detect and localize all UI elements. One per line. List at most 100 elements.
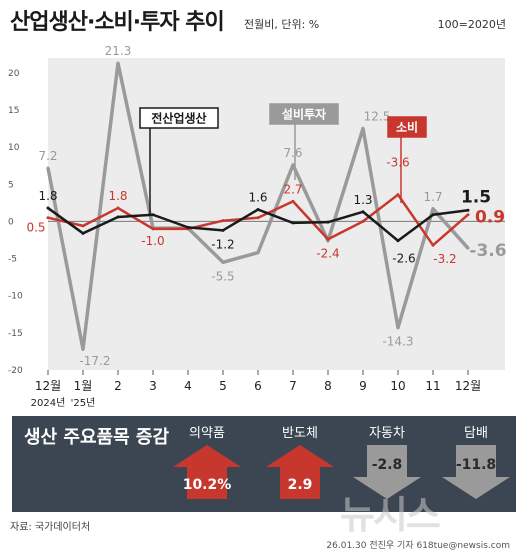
x-tick-label: 1월 (74, 379, 93, 393)
legend-box (139, 107, 219, 129)
data-point (46, 166, 50, 170)
y-tick-label: 20 (8, 69, 20, 79)
x-tick-label: 10 (390, 379, 405, 393)
data-point (46, 206, 50, 210)
y-tick-label: 15 (8, 106, 19, 116)
data-label: -14.3 (382, 335, 413, 349)
arrow-up-icon: 2.9 (266, 445, 334, 499)
data-label: 0.5 (26, 221, 45, 235)
data-point (151, 227, 155, 231)
arrow-shape (353, 445, 421, 499)
item-value: 10.2% (183, 477, 232, 493)
data-label: -1.2 (211, 237, 234, 251)
data-label: 0.9 (475, 208, 505, 228)
arrow-down-icon: -2.8 (353, 445, 421, 499)
data-label: 7.6 (283, 146, 302, 160)
data-label: 21.3 (105, 44, 132, 58)
panel-item: 의약품 10.2% (167, 422, 247, 507)
data-label: 1.7 (423, 190, 442, 204)
data-label: 12.5 (364, 110, 391, 124)
data-label: -2.4 (316, 246, 339, 260)
x-sublabel: 2024년 (31, 397, 66, 409)
credit-note: 26.01.30 전진우 기자 618tue@newsis.com (326, 541, 510, 551)
data-label: 1.8 (108, 189, 127, 203)
data-point (291, 221, 295, 225)
y-tick-label: 5 (8, 180, 14, 190)
data-point (431, 213, 435, 217)
legend-label: 소비 (396, 120, 418, 135)
source-note: 자료: 국가데이터처 (10, 522, 91, 533)
data-label: -2.6 (392, 252, 415, 266)
data-point (326, 237, 330, 241)
legend-label: 설비투자 (282, 107, 326, 122)
item-name: 반도체 (282, 426, 318, 441)
x-tick-label: 7 (289, 379, 297, 393)
data-point (81, 224, 85, 228)
data-point (291, 199, 295, 203)
y-tick-label: -5 (8, 255, 17, 265)
data-point (116, 61, 120, 65)
data-point (46, 216, 50, 220)
x-sublabel: '25년 (71, 397, 96, 409)
x-tick-label: 4 (184, 379, 192, 393)
y-tick-label: -10 (8, 292, 23, 302)
item-name: 담배 (464, 426, 488, 441)
data-point (396, 326, 400, 330)
data-point (221, 219, 225, 223)
data-point (361, 127, 365, 131)
data-point (81, 347, 85, 351)
arrow-up-icon: 10.2% (173, 445, 241, 499)
legend-box (269, 103, 339, 125)
data-label: 1.6 (248, 191, 267, 205)
y-tick-label: -20 (8, 366, 23, 376)
data-point (466, 246, 470, 250)
arrow-shape (173, 445, 241, 499)
x-tick-label: 3 (149, 379, 157, 393)
x-tick-label: 6 (254, 379, 262, 393)
item-value: -11.8 (456, 457, 496, 473)
panel-title: 생산 주요품목 증감 (24, 427, 170, 448)
data-point (431, 243, 435, 247)
data-point (116, 215, 120, 219)
data-point (221, 260, 225, 264)
data-label: 2.7 (283, 182, 302, 196)
data-point (256, 216, 260, 220)
data-point (256, 208, 260, 212)
data-point (361, 219, 365, 223)
x-tick-label: 9 (359, 379, 367, 393)
data-point (81, 231, 85, 235)
arrow-down-icon: -11.8 (442, 445, 510, 499)
data-label: -17.2 (79, 354, 110, 368)
data-label: 1.3 (353, 193, 372, 207)
data-point (221, 228, 225, 232)
x-tick-label: 5 (219, 379, 227, 393)
x-tick-label: 11 (425, 379, 440, 393)
panel-item: 자동차 -2.8 (347, 422, 427, 507)
data-point (186, 225, 190, 229)
data-point (466, 213, 470, 217)
data-point (361, 210, 365, 214)
legend-box (387, 116, 427, 138)
x-tick-label: 12월 (455, 379, 481, 393)
data-label: 1.5 (461, 187, 491, 207)
data-point (466, 208, 470, 212)
x-tick-label: 12월 (35, 379, 61, 393)
panel-item: 담배 -11.8 (436, 422, 516, 507)
items-panel: 생산 주요품목 증감 의약품 10.2% 반도체 2.9 자동차 -2.8 담배… (12, 416, 516, 512)
data-label: 1.8 (38, 189, 57, 203)
base-note: 100=2020년 (437, 18, 506, 31)
arrow-shape (442, 445, 510, 499)
item-name: 자동차 (369, 426, 405, 441)
data-point (291, 163, 295, 167)
line-chart: 20 15 10 5 0 -5 -10 -15 -20 12월 1월 2 3 4 5 6 7 8 9 10 11 12월 2… (8, 44, 507, 409)
arrow-shape (266, 445, 334, 499)
data-point (431, 207, 435, 211)
legend-label: 전산업생산 (151, 111, 206, 126)
y-tick-label: 0 (8, 217, 14, 227)
panel-item: 반도체 2.9 (260, 422, 340, 507)
data-label: -3.6 (386, 156, 409, 170)
chart-title: 산업생산·소비·투자 추이 (10, 10, 225, 35)
y-tick-label: -15 (8, 329, 23, 339)
data-point (396, 239, 400, 243)
data-label: -1.0 (141, 234, 164, 248)
